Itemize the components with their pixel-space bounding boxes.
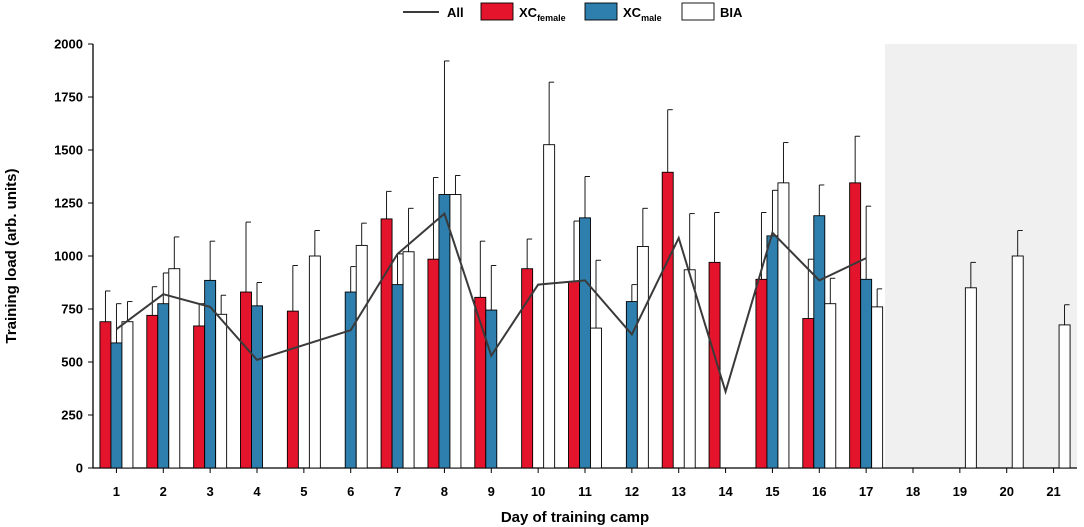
bar-xc_male-day-8 (438, 194, 451, 469)
y-tick-label: 1250 (54, 196, 83, 211)
x-tick-label: 4 (253, 484, 261, 499)
y-axis-ticks: 0 250 500 750 1000 1250 1500 1750 2000 (54, 37, 93, 476)
y-axis-title: Training load (arb. units) (3, 168, 20, 343)
bar-xc_female-day-3 (193, 325, 206, 469)
bar-xc_female-day-7 (380, 218, 393, 469)
x-tick-label: 11 (578, 484, 592, 499)
bar-bia-day-12 (636, 246, 649, 469)
legend-swatch-bia (681, 2, 715, 21)
x-tick-label: 1 (113, 484, 120, 499)
y-tick-label: 250 (61, 408, 83, 423)
bar-bia-day-17 (871, 306, 884, 469)
bar-xc_female-day-5 (286, 310, 299, 469)
bar-xc_male-day-4 (251, 305, 263, 469)
y-tick-label: 1000 (54, 249, 83, 264)
bar-xc_male-day-15 (766, 235, 779, 469)
bar-xc_male-day-2 (157, 303, 170, 469)
x-tick-label: 15 (765, 484, 779, 499)
legend-subscript: male (641, 13, 662, 23)
x-tick-label: 19 (953, 484, 967, 499)
bar-xc_female-day-16 (802, 318, 815, 469)
x-tick-label: 21 (1046, 484, 1060, 499)
y-tick-label: 1750 (54, 90, 83, 105)
bar-xc_female-day-1 (99, 321, 112, 469)
legend-subscript: female (537, 13, 566, 23)
y-tick-label: 500 (61, 355, 83, 370)
bar-xc_female-day-11 (568, 280, 580, 469)
bar-xc_female-day-10 (521, 268, 534, 469)
x-tick-label: 5 (300, 484, 307, 499)
bar-xc_female-day-4 (240, 291, 252, 469)
x-tick-label: 9 (488, 484, 495, 499)
legend: All XCfemale XCmale BIA (403, 2, 743, 23)
x-tick-label: 2 (160, 484, 167, 499)
y-tick-label: 750 (61, 302, 83, 317)
x-tick-label: 14 (718, 484, 733, 499)
legend-label-all: All (447, 5, 464, 20)
x-tick-label: 18 (906, 484, 920, 499)
bar-bia-day-1 (121, 321, 134, 469)
x-tick-label: 10 (531, 484, 545, 499)
x-tick-label: 17 (859, 484, 873, 499)
x-tick-label: 3 (207, 484, 214, 499)
bar-bia-day-5 (308, 255, 321, 469)
shaded-region (884, 44, 1077, 468)
bar-xc_male-day-6 (344, 291, 357, 469)
bar-xc_female-day-17 (849, 182, 862, 469)
bar-xc_male-day-1 (110, 342, 123, 469)
bar-bia-day-7 (402, 251, 415, 469)
bar-bia-day-21 (1058, 324, 1071, 469)
x-tick-label: 20 (999, 484, 1013, 499)
bar-xc_male-day-7 (391, 284, 404, 469)
bar-bia-day-10 (543, 144, 556, 469)
y-tick-label: 2000 (54, 37, 83, 52)
bar-xc_male-day-17 (860, 278, 873, 469)
error-bars (104, 60, 1070, 343)
x-tick-label: 13 (671, 484, 685, 499)
y-tick-label: 1500 (54, 143, 83, 158)
bar-bia-day-6 (355, 244, 368, 469)
x-tick-label: 7 (394, 484, 401, 499)
bar-bia-day-11 (590, 327, 602, 469)
y-tick-label: 0 (76, 461, 83, 476)
bar-xc_female-day-2 (146, 314, 159, 469)
bar-bia-day-13 (683, 269, 696, 469)
legend-label-bia: BIA (720, 5, 743, 20)
bar-xc_male-day-9 (485, 309, 498, 469)
x-tick-label: 6 (347, 484, 354, 499)
legend-label-female: XCfemale (519, 5, 566, 23)
bar-bia-day-19 (964, 287, 977, 469)
bar-xc_female-day-13 (661, 171, 674, 469)
legend-swatch-male (584, 2, 618, 21)
bar-bia-day-20 (1011, 255, 1024, 469)
bar-xc_female-day-8 (427, 258, 440, 469)
legend-label-male: XCmale (623, 5, 662, 23)
bar-xc_male-day-16 (813, 215, 826, 469)
x-tick-label: 16 (812, 484, 826, 499)
x-tick-label: 12 (625, 484, 639, 499)
bar-bia-day-16 (824, 303, 837, 469)
bar-xc_male-day-11 (579, 217, 591, 469)
x-axis-ticks: 1 2 3 4 5 6 7 8 9 10 11 12 13 14 15 16 17 18 19 20 21 (113, 468, 1061, 499)
bar-bia-day-15 (777, 182, 790, 469)
bar-xc_male-day-3 (204, 279, 217, 469)
x-tick-label: 8 (441, 484, 448, 499)
bar-xc_female-day-15 (755, 278, 768, 469)
legend-swatch-female (480, 2, 514, 21)
bar-bia-day-3 (215, 313, 228, 469)
x-axis-title: Day of training camp (501, 509, 649, 526)
bar-series (99, 144, 1071, 469)
all-line-series (115, 211, 867, 396)
line-all (115, 211, 867, 396)
